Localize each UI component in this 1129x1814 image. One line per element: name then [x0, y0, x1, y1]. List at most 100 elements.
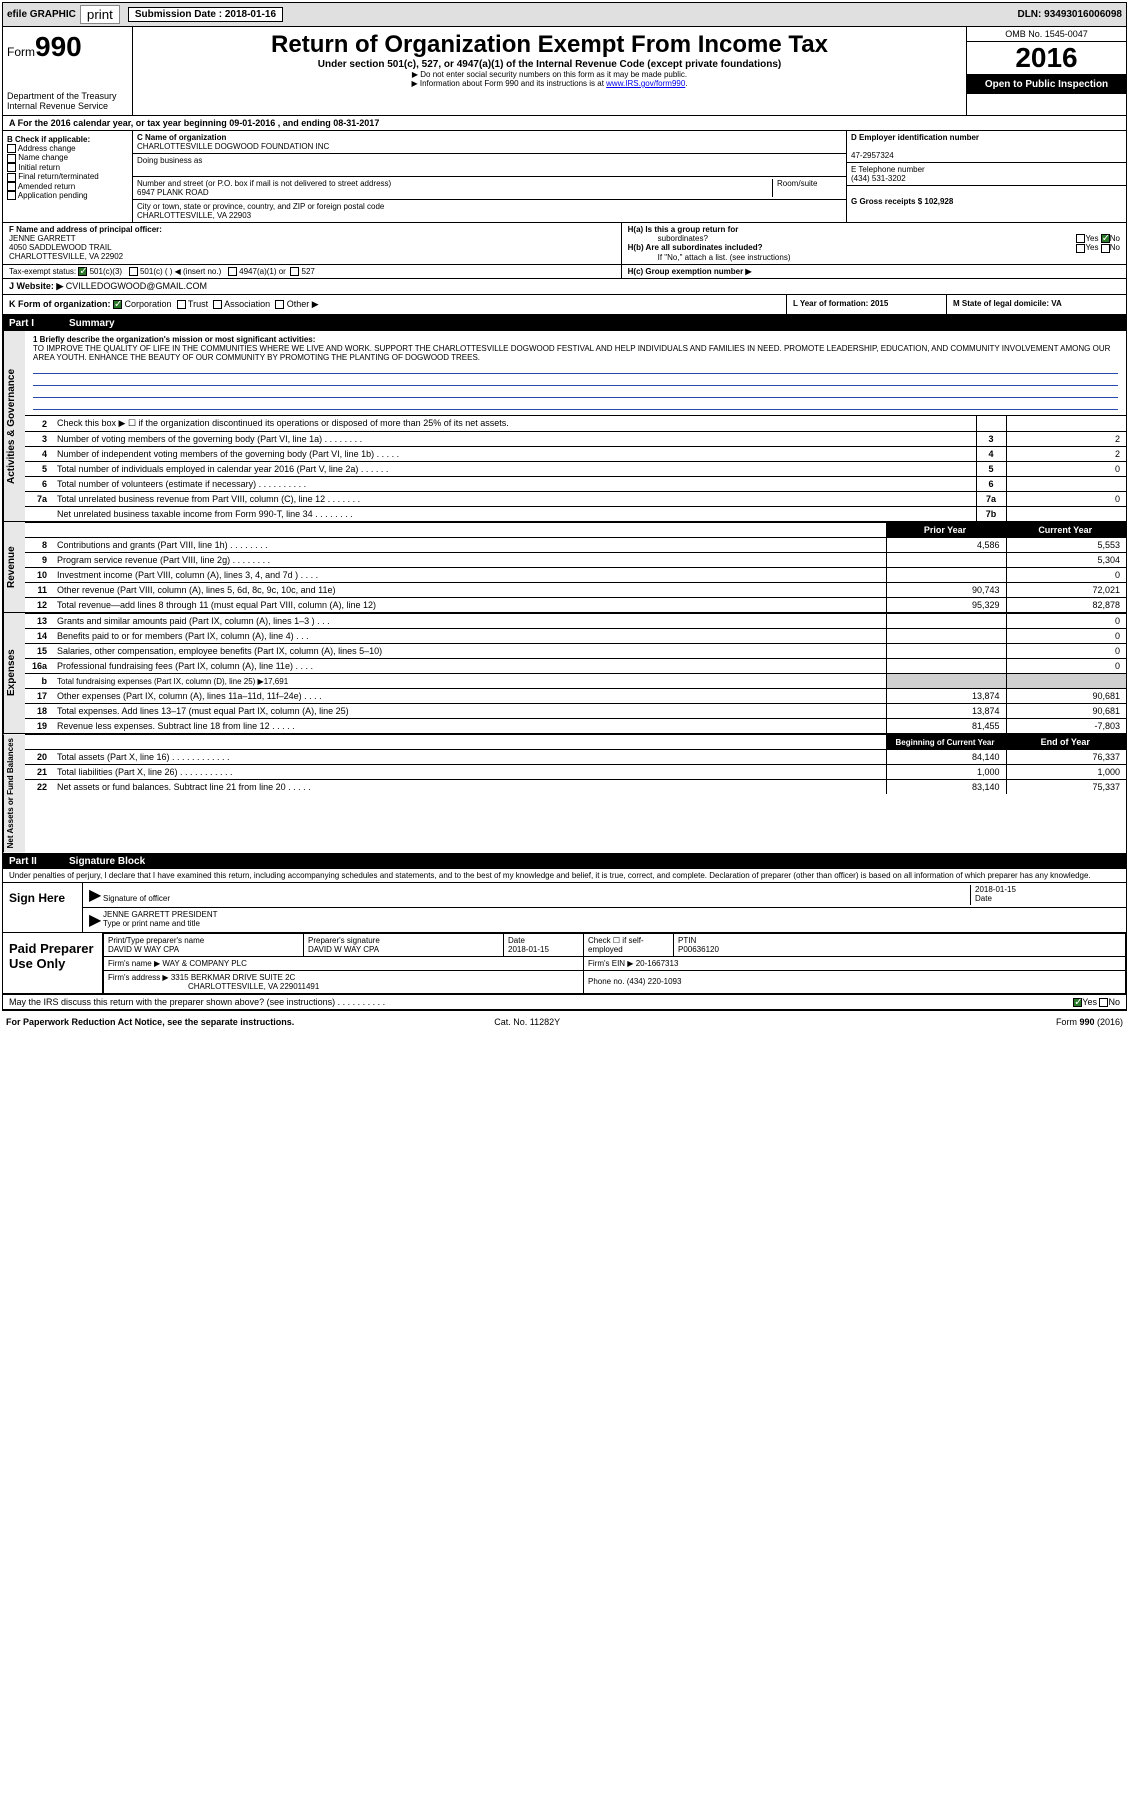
- side-label-expenses: Expenses: [3, 613, 25, 733]
- form-subtitle-1: Under section 501(c), 527, or 4947(a)(1)…: [137, 59, 962, 70]
- ein-label: D Employer identification number: [851, 133, 979, 142]
- omb-number: OMB No. 1545-0047: [967, 27, 1126, 42]
- website-row: J Website: ▶ CVILLEDOGWOOD@GMAIL.COM: [3, 279, 1126, 295]
- prep-date-label: Date: [508, 936, 525, 945]
- top-bar: efile GRAPHIC print Submission Date : 20…: [3, 3, 1126, 27]
- firm-phone-label: Phone no.: [588, 977, 624, 986]
- form-number: Form990: [7, 31, 128, 63]
- k-trust: Trust: [188, 299, 208, 309]
- firm-ein-label: Firm's EIN ▶: [588, 959, 633, 968]
- addr-label: Number and street (or P.O. box if mail i…: [137, 179, 391, 188]
- org-name: CHARLOTTESVILLE DOGWOOD FOUNDATION INC: [137, 142, 329, 151]
- website-label: J Website: ▶: [9, 281, 63, 291]
- prep-name: DAVID W WAY CPA: [108, 945, 179, 954]
- city-value: CHARLOTTESVILLE, VA 22903: [137, 211, 251, 220]
- preparer-block: Paid Preparer Use Only Print/Type prepar…: [3, 933, 1126, 995]
- governance-table: 2Check this box ▶ ☐ if the organization …: [25, 415, 1126, 521]
- check-final[interactable]: Final return/terminated: [18, 172, 98, 181]
- hc-label: H(c) Group exemption number ▶: [628, 267, 752, 276]
- prep-self-emp: Check ☐ if self-employed: [584, 933, 674, 956]
- k-assoc: Association: [224, 299, 270, 309]
- form-header: Form990 Department of the Treasury Inter…: [3, 27, 1126, 116]
- mission-text: TO IMPROVE THE QUALITY OF LIFE IN THE CO…: [33, 344, 1118, 362]
- irs-label: Internal Revenue Service: [7, 101, 128, 111]
- status-4947: 4947(a)(1) or: [239, 267, 286, 276]
- firm-addr-label: Firm's address ▶: [108, 973, 169, 982]
- room-label: Room/suite: [772, 179, 842, 197]
- check-amended[interactable]: Amended return: [18, 182, 75, 191]
- side-label-governance: Activities & Governance: [3, 331, 25, 521]
- phone-label: E Telephone number: [851, 165, 925, 174]
- netassets-table: Beginning of Current YearEnd of Year 20T…: [25, 734, 1126, 794]
- check-name-change[interactable]: Name change: [18, 153, 68, 162]
- form-subtitle-3: ▶ Information about Form 990 and its ins…: [137, 79, 962, 88]
- prior-year-hdr: Prior Year: [886, 523, 1006, 538]
- ha-sub: subordinates?: [658, 234, 708, 243]
- hb-label: H(b) Are all subordinates included?: [628, 243, 763, 252]
- firm-ein: 20-1667313: [636, 959, 679, 968]
- firm-name-label: Firm's name ▶: [108, 959, 160, 968]
- ptin-value: P00636120: [678, 945, 719, 954]
- sign-here-block: Sign Here ▶Signature of officer2018-01-1…: [3, 883, 1126, 933]
- status-527: 527: [302, 267, 315, 276]
- dln-label: DLN: 93493016006098: [1017, 9, 1122, 20]
- check-addr-change[interactable]: Address change: [18, 144, 76, 153]
- expenses-table: 13Grants and similar amounts paid (Part …: [25, 613, 1126, 733]
- sign-here-label: Sign Here: [3, 883, 83, 932]
- gross-receipts: G Gross receipts $ 102,928: [851, 197, 953, 206]
- form-title: Return of Organization Exempt From Incom…: [137, 31, 962, 59]
- open-public-badge: Open to Public Inspection: [967, 75, 1126, 94]
- fgh-block: F Name and address of principal officer:…: [3, 223, 1126, 265]
- year-formation: L Year of formation: 2015: [793, 299, 888, 308]
- ptin-label: PTIN: [678, 936, 696, 945]
- sig-name: JENNE GARRETT PRESIDENT: [103, 910, 218, 919]
- phone-value: (434) 531-3202: [851, 174, 906, 183]
- k-other: Other ▶: [287, 299, 319, 309]
- dept-treasury: Department of the Treasury: [7, 91, 117, 101]
- irs-link[interactable]: www.IRS.gov/form990: [606, 79, 685, 88]
- officer-addr1: 4050 SADDLEWOOD TRAIL: [9, 243, 112, 252]
- prep-sig-label: Preparer's signature: [308, 936, 380, 945]
- check-initial[interactable]: Initial return: [18, 163, 60, 172]
- check-app-pending[interactable]: Application pending: [18, 191, 88, 200]
- firm-addr2: CHARLOTTESVILLE, VA 229011491: [188, 982, 319, 991]
- street-address: 6947 PLANK ROAD: [137, 188, 209, 197]
- sig-date-label: Date: [975, 894, 992, 903]
- firm-phone: (434) 220-1093: [627, 977, 682, 986]
- k-corp: Corporation: [125, 299, 172, 309]
- dba-label: Doing business as: [137, 156, 202, 165]
- state-domicile: M State of legal domicile: VA: [953, 299, 1062, 308]
- side-label-revenue: Revenue: [3, 522, 25, 612]
- c-name-label: C Name of organization: [137, 133, 226, 142]
- officer-addr2: CHARLOTTESVILLE, VA 22902: [9, 252, 123, 261]
- discuss-text: May the IRS discuss this return with the…: [9, 997, 385, 1007]
- row-a-period: A For the 2016 calendar year, or tax yea…: [3, 116, 1126, 131]
- revenue-table: Prior YearCurrent Year 8Contributions an…: [25, 522, 1126, 612]
- tax-status-label: Tax-exempt status:: [9, 267, 76, 276]
- officer-name: JENNE GARRETT: [9, 234, 76, 243]
- info-block: B Check if applicable: Address change Na…: [3, 131, 1126, 223]
- ein-value: 47-2957324: [851, 151, 894, 160]
- footer-paperwork: For Paperwork Reduction Act Notice, see …: [6, 1017, 294, 1027]
- firm-name: WAY & COMPANY PLC: [162, 959, 246, 968]
- f-label: F Name and address of principal officer:: [9, 225, 162, 234]
- form-subtitle-2: ▶ Do not enter social security numbers o…: [137, 70, 962, 79]
- side-label-netassets: Net Assets or Fund Balances: [3, 734, 25, 852]
- prep-date: 2018-01-15: [508, 945, 549, 954]
- status-501c: 501(c) ( ) ◀ (insert no.): [140, 267, 221, 276]
- sig-officer-label: Signature of officer: [103, 894, 170, 903]
- part-1-header: Part ISummary: [3, 316, 1126, 331]
- beg-year-hdr: Beginning of Current Year: [886, 735, 1006, 750]
- hb-note: If "No," attach a list. (see instruction…: [658, 253, 1120, 262]
- print-button[interactable]: print: [80, 5, 120, 24]
- perjury-text: Under penalties of perjury, I declare th…: [3, 869, 1126, 883]
- tax-year: 2016: [967, 42, 1126, 75]
- mission-label: 1 Briefly describe the organization's mi…: [33, 335, 1118, 344]
- sig-date: 2018-01-15: [975, 885, 1016, 894]
- col-b-header: B Check if applicable:: [7, 135, 128, 144]
- discuss-row: May the IRS discuss this return with the…: [3, 995, 1126, 1010]
- preparer-label: Paid Preparer Use Only: [3, 933, 103, 993]
- end-year-hdr: End of Year: [1006, 735, 1126, 750]
- city-label: City or town, state or province, country…: [137, 202, 384, 211]
- firm-addr: 3315 BERKMAR DRIVE SUITE 2C: [171, 973, 295, 982]
